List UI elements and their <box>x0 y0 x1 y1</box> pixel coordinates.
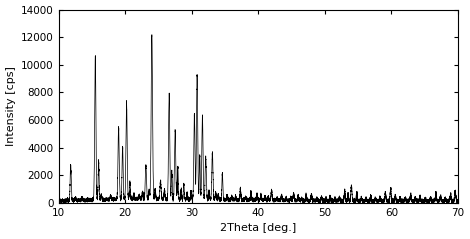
X-axis label: 2Theta [deg.]: 2Theta [deg.] <box>220 223 297 234</box>
Y-axis label: Intensity [cps]: Intensity [cps] <box>6 66 16 146</box>
